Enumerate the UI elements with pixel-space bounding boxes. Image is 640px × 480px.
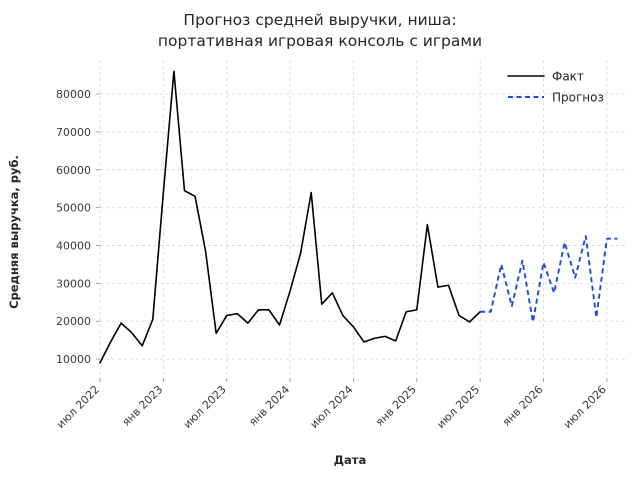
y-tick-label: 50000 [56,202,91,215]
series-layer [99,70,618,364]
chart-legend: Факт Прогноз [507,70,604,105]
chart-title-line-2: портативная игровая консоль с играми [158,32,482,50]
y-tick-label: 80000 [56,88,91,101]
legend-label: Прогноз [552,91,604,105]
chart-title-line-1: Прогноз средней выручки, ниша: [183,11,456,29]
x-axis-label: Дата [334,453,366,467]
y-axis-label: Средняя выручка, руб. [7,155,21,309]
y-tick-label: 70000 [56,126,91,139]
series-line-forecast [480,235,618,323]
x-gridlines [99,60,608,378]
y-tick-label: 10000 [56,353,91,366]
y-gridlines [100,93,628,360]
y-tick-label: 40000 [56,240,91,253]
y-tick-label: 30000 [56,277,91,290]
y-axis-ticks: 10000 20000 30000 40000 50000 60000 70000 80000 [56,88,100,366]
series-line-fact [99,70,481,364]
y-tick-label: 20000 [56,315,91,328]
y-tick-label: 60000 [56,164,91,177]
legend-label: Факт [552,70,584,84]
